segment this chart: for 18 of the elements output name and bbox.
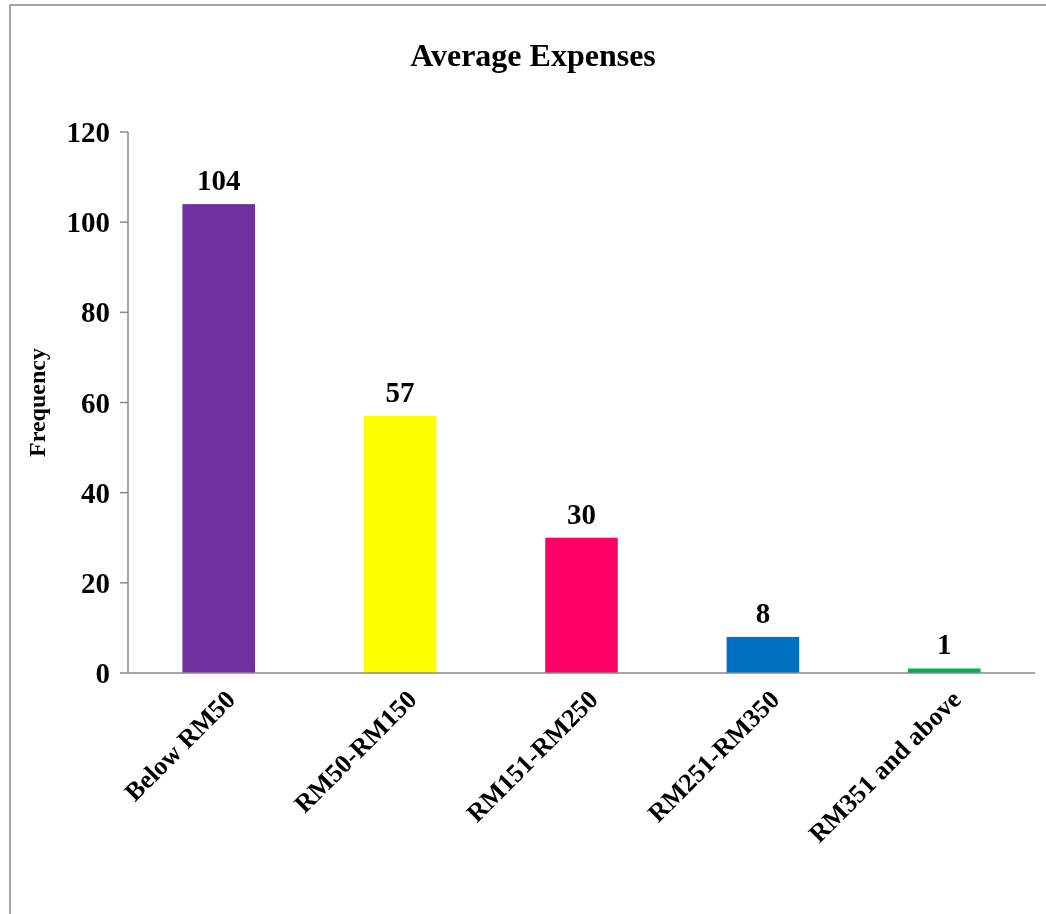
bar	[545, 537, 618, 673]
chart-title: Average Expenses	[410, 37, 656, 73]
y-tick-label: 60	[81, 386, 110, 419]
y-tick-label: 80	[81, 296, 110, 329]
y-tick-label: 40	[81, 476, 110, 509]
y-tick-label: 0	[95, 657, 110, 690]
data-label: 104	[196, 164, 241, 197]
data-label: 57	[385, 376, 415, 409]
data-label: 30	[567, 497, 596, 530]
bar	[182, 204, 255, 673]
data-label: 8	[755, 596, 771, 629]
bar	[363, 416, 437, 673]
y-tick-label: 100	[66, 206, 110, 239]
data-label: 1	[937, 628, 952, 661]
bar	[726, 636, 800, 673]
y-tick-label: 20	[81, 566, 110, 599]
y-axis-title: Frequency	[24, 348, 50, 457]
y-tick-label: 120	[66, 116, 110, 149]
